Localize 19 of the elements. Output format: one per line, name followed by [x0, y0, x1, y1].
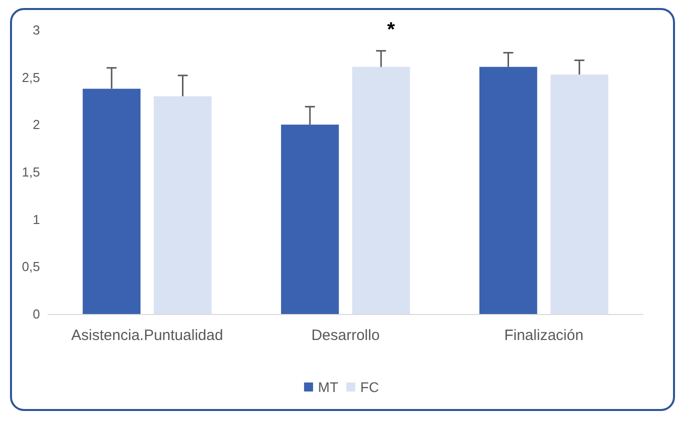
- y-tick-label: 2: [32, 117, 40, 132]
- x-tick-label: Desarrollo: [311, 327, 380, 344]
- legend-label: FC: [360, 379, 379, 395]
- y-tick-label: 1,5: [22, 164, 40, 180]
- bar: [281, 124, 339, 314]
- y-tick-label: 2,5: [22, 70, 40, 85]
- bar: [352, 66, 410, 314]
- x-tick-label: Finalización: [504, 327, 584, 344]
- bar: [82, 88, 141, 314]
- bar: [154, 96, 212, 314]
- annotation: *: [387, 19, 396, 41]
- y-tick-label: 0: [32, 306, 40, 322]
- bar: [550, 74, 608, 314]
- y-tick-label: 0,5: [22, 259, 40, 274]
- y-tick-label: 3: [32, 22, 40, 38]
- legend-label: MT: [318, 379, 339, 395]
- bar: [479, 66, 538, 314]
- y-tick-label: 1: [32, 212, 40, 227]
- x-tick-label: Asistencia.Puntualidad: [71, 327, 224, 344]
